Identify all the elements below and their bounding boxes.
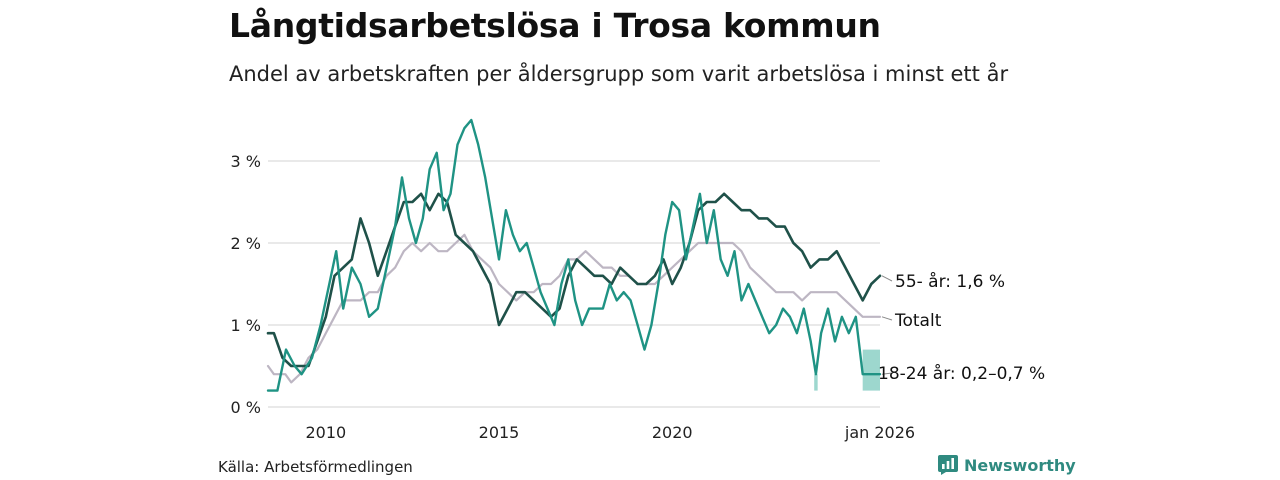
series-line-total — [266, 233, 882, 384]
y-tick-label: 3 % — [231, 152, 261, 171]
axis-labels: 0 % 1 % 2 % 3 % 2010 2015 2020 jan 2026 — [231, 152, 916, 442]
uncertainty-bands — [814, 349, 880, 391]
newsworthy-icon — [938, 455, 958, 475]
source-note: Källa: Arbetsförmedlingen — [218, 458, 413, 476]
x-tick-label: 2010 — [305, 423, 346, 442]
gridlines — [268, 160, 880, 408]
chart-title: Långtidsarbetslösa i Trosa kommun — [229, 6, 881, 45]
x-tick-label: jan 2026 — [844, 423, 915, 442]
x-tick-label: 2015 — [479, 423, 520, 442]
range-band-18-24 — [814, 374, 818, 391]
series-labels: Totalt 55- år: 1,6 % 18-24 år: 0,2–0,7 % — [878, 271, 1045, 384]
brand-name: Newsworthy — [964, 455, 1076, 475]
y-tick-label: 0 % — [231, 398, 261, 417]
series-lines — [266, 118, 882, 392]
series-label-age55: 55- år: 1,6 % — [895, 271, 1005, 292]
label-leader-age55 — [881, 275, 893, 282]
series-label-total: Totalt — [894, 311, 942, 331]
series-line-age18_24 — [266, 118, 882, 392]
x-tick-label: 2020 — [652, 423, 693, 442]
y-tick-label: 2 % — [231, 234, 261, 253]
series-line-age55 — [266, 192, 882, 368]
series-label-age18_24: 18-24 år: 0,2–0,7 % — [878, 363, 1045, 384]
y-tick-label: 1 % — [231, 316, 261, 335]
chart-subtitle: Andel av arbetskraften per åldersgrupp s… — [229, 62, 1009, 86]
label-leader-age18_24 — [881, 372, 893, 375]
label-leader-total — [881, 316, 893, 321]
range-band-18-24 — [862, 349, 880, 391]
brand-logo[interactable]: Newsworthy — [938, 455, 1076, 475]
